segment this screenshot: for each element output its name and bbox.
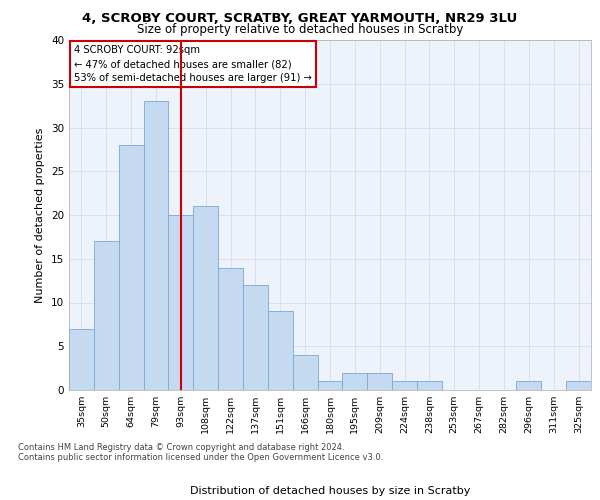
Bar	[517, 381, 541, 390]
Bar	[119, 145, 143, 390]
Bar	[317, 381, 343, 390]
Bar	[392, 381, 417, 390]
Text: Size of property relative to detached houses in Scratby: Size of property relative to detached ho…	[137, 22, 463, 36]
Bar	[293, 355, 317, 390]
Bar	[268, 311, 293, 390]
Text: Contains public sector information licensed under the Open Government Licence v3: Contains public sector information licen…	[18, 452, 383, 462]
Bar	[417, 381, 442, 390]
Text: 4, SCROBY COURT, SCRATBY, GREAT YARMOUTH, NR29 3LU: 4, SCROBY COURT, SCRATBY, GREAT YARMOUTH…	[82, 12, 518, 26]
Text: 4 SCROBY COURT: 92sqm
← 47% of detached houses are smaller (82)
53% of semi-deta: 4 SCROBY COURT: 92sqm ← 47% of detached …	[74, 46, 312, 84]
Bar	[218, 268, 243, 390]
Bar	[243, 285, 268, 390]
Bar	[566, 381, 591, 390]
Text: Contains HM Land Registry data © Crown copyright and database right 2024.: Contains HM Land Registry data © Crown c…	[18, 442, 344, 452]
Bar	[367, 372, 392, 390]
Y-axis label: Number of detached properties: Number of detached properties	[35, 128, 46, 302]
Bar	[143, 102, 169, 390]
Bar	[343, 372, 367, 390]
Bar	[193, 206, 218, 390]
Bar	[69, 329, 94, 390]
X-axis label: Distribution of detached houses by size in Scratby: Distribution of detached houses by size …	[190, 486, 470, 496]
Bar	[94, 242, 119, 390]
Bar	[169, 215, 193, 390]
